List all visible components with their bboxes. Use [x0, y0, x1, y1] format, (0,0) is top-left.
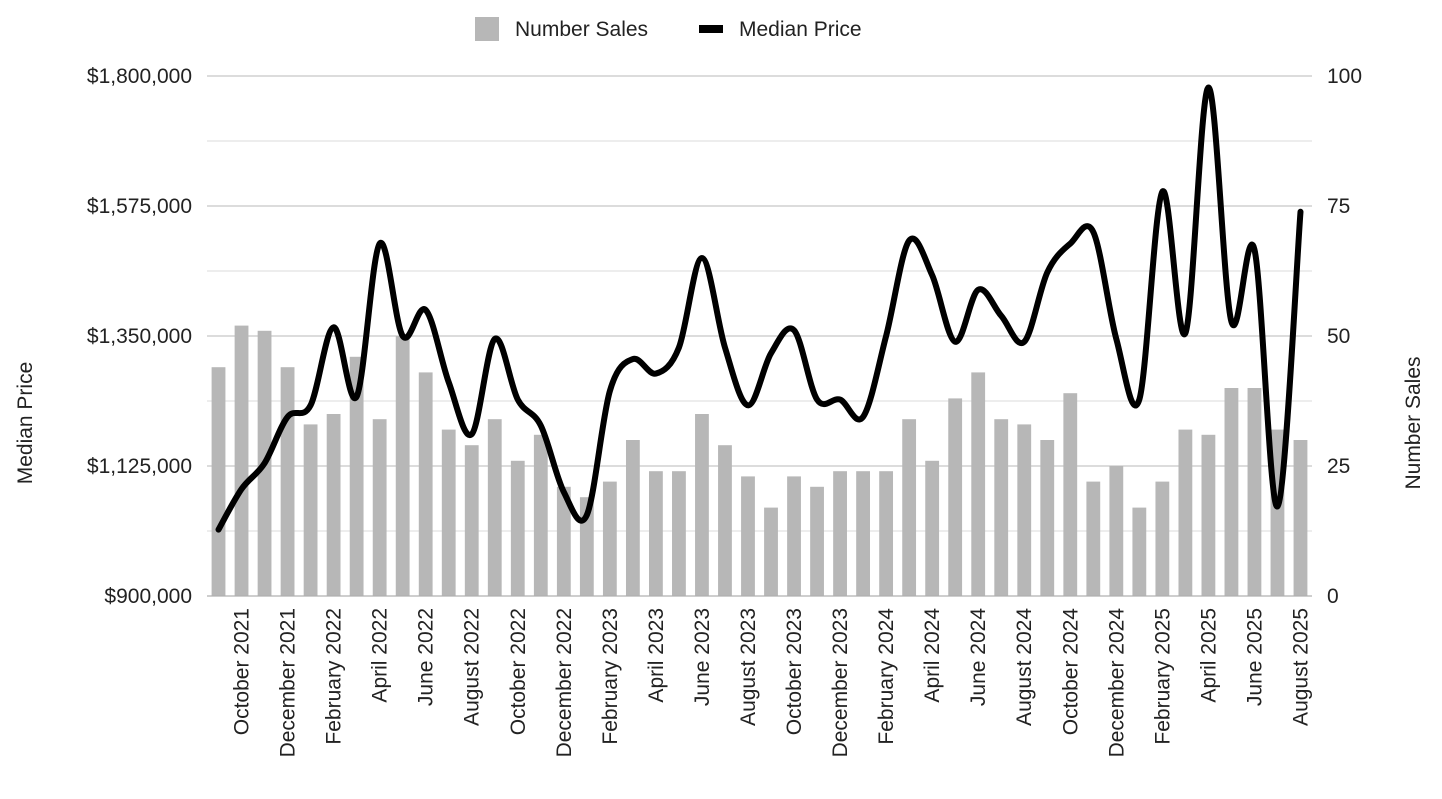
bar-number-sales: [649, 471, 663, 596]
x-tick-label: June 2022: [415, 608, 438, 706]
bar-number-sales: [1224, 388, 1239, 596]
x-tick-label: February 2023: [599, 608, 622, 745]
bar-number-sales: [672, 471, 686, 596]
x-tick-label: December 2023: [829, 608, 852, 757]
x-tick-label: August 2024: [1013, 608, 1036, 726]
bar-number-sales: [602, 481, 617, 596]
bar-number-sales: [234, 325, 249, 596]
x-tick-label: April 2023: [645, 608, 668, 703]
bar-number-sales: [464, 445, 479, 596]
bar-number-sales: [948, 398, 963, 596]
bar-number-sales: [349, 356, 364, 596]
axes: $900,000 $1,125,000 $1,350,000 $1,575,000 $1…: [87, 65, 1362, 757]
x-tick-label: June 2023: [691, 608, 714, 706]
x-tick-label: October 2021: [231, 608, 254, 735]
bar-number-sales: [1178, 429, 1193, 596]
x-tick-label: October 2022: [507, 608, 530, 735]
bar-number-sales: [787, 476, 801, 596]
legend: Number Sales Median Price: [475, 17, 862, 41]
bar-number-sales: [510, 460, 525, 596]
x-tick-label: December 2024: [1105, 608, 1128, 758]
legend-swatch-number-sales: [475, 17, 499, 41]
x-tick-label: October 2024: [1059, 608, 1082, 736]
bar-number-sales: [280, 367, 295, 596]
x-tick-label: December 2021: [277, 608, 300, 757]
right-tick-label: 75: [1327, 195, 1350, 218]
bar-number-sales: [211, 367, 226, 596]
bar-number-sales: [994, 419, 1009, 596]
x-tick-label: October 2023: [783, 608, 806, 735]
bar-number-sales: [764, 507, 778, 596]
x-tick-label: February 2025: [1151, 608, 1174, 745]
right-axis-title: Number Sales: [1402, 356, 1425, 489]
bar-number-sales: [741, 476, 755, 596]
number-sales-bars: [211, 325, 1308, 596]
left-axis-title: Median Price: [14, 362, 37, 485]
right-tick-label: 50: [1327, 325, 1350, 348]
bar-number-sales: [856, 471, 870, 596]
x-tick-label: June 2025: [1243, 608, 1266, 706]
left-tick-label: $1,800,000: [87, 65, 192, 88]
x-tick-label: April 2025: [1197, 608, 1220, 703]
legend-label-number-sales: Number Sales: [515, 18, 648, 41]
bar-number-sales: [395, 336, 410, 596]
bar-number-sales: [879, 471, 894, 596]
x-tick-label: August 2022: [461, 608, 484, 726]
bar-number-sales: [326, 414, 341, 596]
bar-number-sales: [487, 419, 502, 596]
x-tick-label: June 2024: [967, 608, 990, 706]
median-price-line: [215, 84, 1304, 533]
left-tick-label: $1,125,000: [87, 455, 192, 478]
bar-number-sales: [418, 372, 433, 596]
right-tick-label: 0: [1327, 585, 1339, 608]
legend-swatch-median-price: [699, 25, 723, 33]
x-tick-label: December 2022: [553, 608, 576, 757]
bar-number-sales: [1086, 481, 1101, 596]
x-tick-label: April 2022: [369, 608, 392, 703]
legend-label-median-price: Median Price: [739, 18, 862, 41]
bar-number-sales: [441, 429, 456, 596]
bar-number-sales: [556, 486, 571, 596]
bar-number-sales: [1132, 507, 1147, 596]
bar-number-sales: [695, 414, 709, 596]
x-tick-label: August 2025: [1290, 608, 1313, 726]
x-tick-label: February 2022: [323, 608, 346, 745]
bar-number-sales: [1201, 434, 1216, 596]
bar-number-sales: [1040, 440, 1055, 596]
bar-number-sales: [625, 440, 640, 596]
x-tick-label: April 2024: [921, 608, 944, 703]
bar-number-sales: [1063, 393, 1078, 596]
bar-number-sales: [902, 419, 917, 596]
left-tick-label: $1,575,000: [87, 195, 192, 218]
bar-number-sales: [1017, 424, 1032, 596]
bar-number-sales: [833, 471, 847, 596]
x-tick-label: August 2023: [737, 608, 760, 726]
bar-number-sales: [1247, 388, 1262, 596]
bar-number-sales: [971, 372, 986, 596]
bar-number-sales: [1293, 440, 1308, 596]
bar-number-sales: [718, 445, 732, 596]
x-tick-label: February 2024: [875, 608, 898, 745]
bar-number-sales: [372, 419, 387, 596]
bar-number-sales: [925, 460, 940, 596]
bar-number-sales: [533, 434, 548, 596]
left-tick-label: $900,000: [104, 585, 192, 608]
bar-number-sales: [1155, 481, 1170, 596]
right-tick-label: 25: [1327, 455, 1350, 478]
bar-number-sales: [303, 424, 318, 596]
bar-number-sales: [1109, 466, 1124, 596]
left-tick-label: $1,350,000: [87, 325, 192, 348]
median-price-line-group: [215, 84, 1304, 533]
bar-number-sales: [810, 486, 824, 596]
right-tick-label: 100: [1327, 65, 1362, 88]
